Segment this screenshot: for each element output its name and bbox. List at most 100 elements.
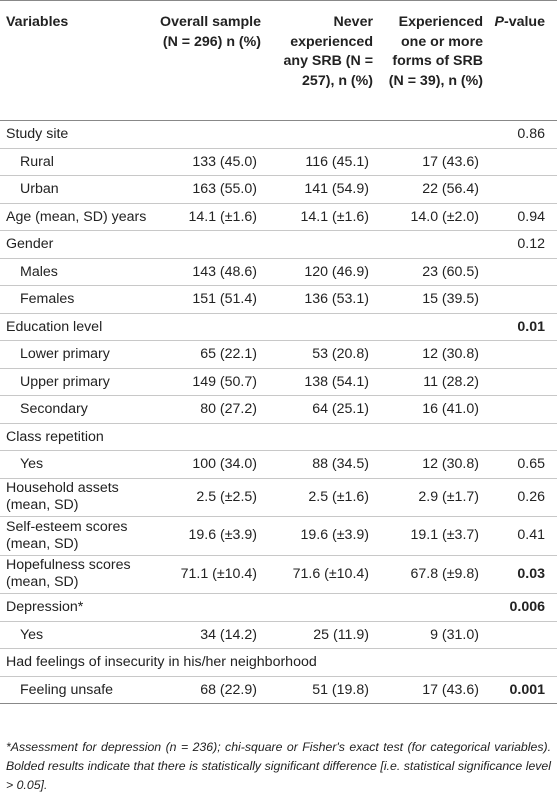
row-label: Depression* xyxy=(0,593,155,622)
row-label: Self-esteem scores (mean, SD) xyxy=(0,516,155,556)
cell-overall: 149 (50.7) xyxy=(155,368,265,396)
cell-p-value: 0.03 xyxy=(487,555,557,594)
cell-overall: 19.6 (±3.9) xyxy=(155,516,265,556)
row-label: Gender xyxy=(0,230,155,259)
header-never-experienced: Never experienced any SRB (N = 257), n (… xyxy=(265,0,377,121)
header-variables: Variables xyxy=(0,0,155,121)
cell-never: 141 (54.9) xyxy=(265,175,377,204)
row-label: Yes xyxy=(0,450,155,479)
cell-p-value: 0.01 xyxy=(487,313,557,341)
row-label: Rural xyxy=(0,148,155,176)
cell-p-value: 0.86 xyxy=(487,120,557,149)
row-label: Study site xyxy=(0,120,155,149)
cell-overall: 68 (22.9) xyxy=(155,676,265,704)
cell-overall: 34 (14.2) xyxy=(155,621,265,649)
cell-never: 136 (53.1) xyxy=(265,285,377,314)
cell-p-value: 0.12 xyxy=(487,230,557,259)
cell-overall: 163 (55.0) xyxy=(155,175,265,204)
cell-p-value: 0.26 xyxy=(487,478,557,517)
cell-p-value xyxy=(487,423,557,451)
row-label: Females xyxy=(0,285,155,314)
cell-never: 51 (19.8) xyxy=(265,676,377,704)
cell-overall: 151 (51.4) xyxy=(155,285,265,314)
table-row: Yes 34 (14.2) 25 (11.9) 9 (31.0) xyxy=(0,621,557,649)
cell-experienced: 15 (39.5) xyxy=(377,285,487,314)
cell-p-value xyxy=(487,621,557,649)
row-label: Age (mean, SD) years xyxy=(0,203,155,231)
cell-never xyxy=(265,230,377,259)
table-row: Yes 100 (34.0) 88 (34.5) 12 (30.8) 0.65 xyxy=(0,450,557,479)
cell-overall xyxy=(155,230,265,259)
table-row: Education level 0.01 xyxy=(0,313,557,341)
cell-p-value: 0.65 xyxy=(487,450,557,479)
cell-overall xyxy=(155,313,265,341)
cell-never: 116 (45.1) xyxy=(265,148,377,176)
cell-never: 64 (25.1) xyxy=(265,395,377,424)
table-row: Hopefulness scores (mean, SD) 71.1 (±10.4… xyxy=(0,555,557,594)
table-row: Rural 133 (45.0) 116 (45.1) 17 (43.6) xyxy=(0,148,557,176)
cell-experienced: 12 (30.8) xyxy=(377,450,487,479)
table-row: Household assets (mean, SD) 2.5 (±2.5) 2.5… xyxy=(0,478,557,517)
header-overall-sample: Overall sample (N = 296) n (%) xyxy=(155,0,265,121)
header-p-suffix: -value xyxy=(503,14,545,30)
cell-experienced: 11 (28.2) xyxy=(377,368,487,396)
cell-overall: 2.5 (±2.5) xyxy=(155,478,265,517)
cell-experienced: 23 (60.5) xyxy=(377,258,487,286)
cell-experienced: 14.0 (±2.0) xyxy=(377,203,487,231)
cell-never: 138 (54.1) xyxy=(265,368,377,396)
cell-p-value: 0.94 xyxy=(487,203,557,231)
cell-p-value: 0.41 xyxy=(487,516,557,556)
cell-never: 2.5 (±1.6) xyxy=(265,478,377,517)
table-row: Class repetition xyxy=(0,423,557,451)
cell-experienced: 16 (41.0) xyxy=(377,395,487,424)
cell-experienced xyxy=(377,423,487,451)
row-label: Class repetition xyxy=(0,423,155,451)
cell-overall xyxy=(155,423,265,451)
header-row: Variables Overall sample (N = 296) n (%)… xyxy=(0,0,557,121)
cell-never xyxy=(265,593,377,622)
cell-p-value xyxy=(487,368,557,396)
table-row: Depression* 0.006 xyxy=(0,593,557,622)
cell-never xyxy=(265,423,377,451)
row-label: Feeling unsafe xyxy=(0,676,155,704)
table-row: Had feelings of insecurity in his/her ne… xyxy=(0,648,557,677)
cell-overall: 80 (27.2) xyxy=(155,395,265,424)
table-row: Feeling unsafe 68 (22.9) 51 (19.8) 17 (43.6… xyxy=(0,676,557,704)
row-label: Had feelings of insecurity in his/her ne… xyxy=(0,648,557,677)
cell-experienced xyxy=(377,230,487,259)
cell-never: 71.6 (±10.4) xyxy=(265,555,377,594)
results-table: Variables Overall sample (N = 296) n (%)… xyxy=(0,0,557,704)
cell-p-value xyxy=(487,148,557,176)
row-label: Household assets (mean, SD) xyxy=(0,478,155,517)
cell-overall: 143 (48.6) xyxy=(155,258,265,286)
cell-p-value xyxy=(487,258,557,286)
cell-never: 14.1 (±1.6) xyxy=(265,203,377,231)
cell-experienced xyxy=(377,593,487,622)
cell-never: 19.6 (±3.9) xyxy=(265,516,377,556)
cell-experienced: 12 (30.8) xyxy=(377,340,487,369)
table-footnote: *Assessment for depression (n = 236); ch… xyxy=(6,740,551,792)
cell-experienced: 9 (31.0) xyxy=(377,621,487,649)
cell-experienced: 17 (43.6) xyxy=(377,148,487,176)
cell-experienced: 67.8 (±9.8) xyxy=(377,555,487,594)
cell-never: 88 (34.5) xyxy=(265,450,377,479)
cell-p-value xyxy=(487,395,557,424)
cell-p-value xyxy=(487,285,557,314)
table-row: Upper primary 149 (50.7) 138 (54.1) 11 (28.… xyxy=(0,368,557,396)
cell-never: 120 (46.9) xyxy=(265,258,377,286)
cell-p-value: 0.006 xyxy=(487,593,557,622)
row-label: Hopefulness scores (mean, SD) xyxy=(0,555,155,594)
row-label: Yes xyxy=(0,621,155,649)
cell-p-value xyxy=(487,175,557,204)
cell-never: 53 (20.8) xyxy=(265,340,377,369)
table-row: Urban 163 (55.0) 141 (54.9) 22 (56.4) xyxy=(0,175,557,204)
cell-experienced xyxy=(377,120,487,149)
cell-overall xyxy=(155,593,265,622)
table-row: Study site 0.86 xyxy=(0,120,557,149)
header-experienced: Experienced one or more forms of SRB (N … xyxy=(377,0,487,121)
header-p-letter: P xyxy=(494,14,504,30)
cell-overall: 14.1 (±1.6) xyxy=(155,203,265,231)
row-label: Upper primary xyxy=(0,368,155,396)
row-label: Education level xyxy=(0,313,155,341)
